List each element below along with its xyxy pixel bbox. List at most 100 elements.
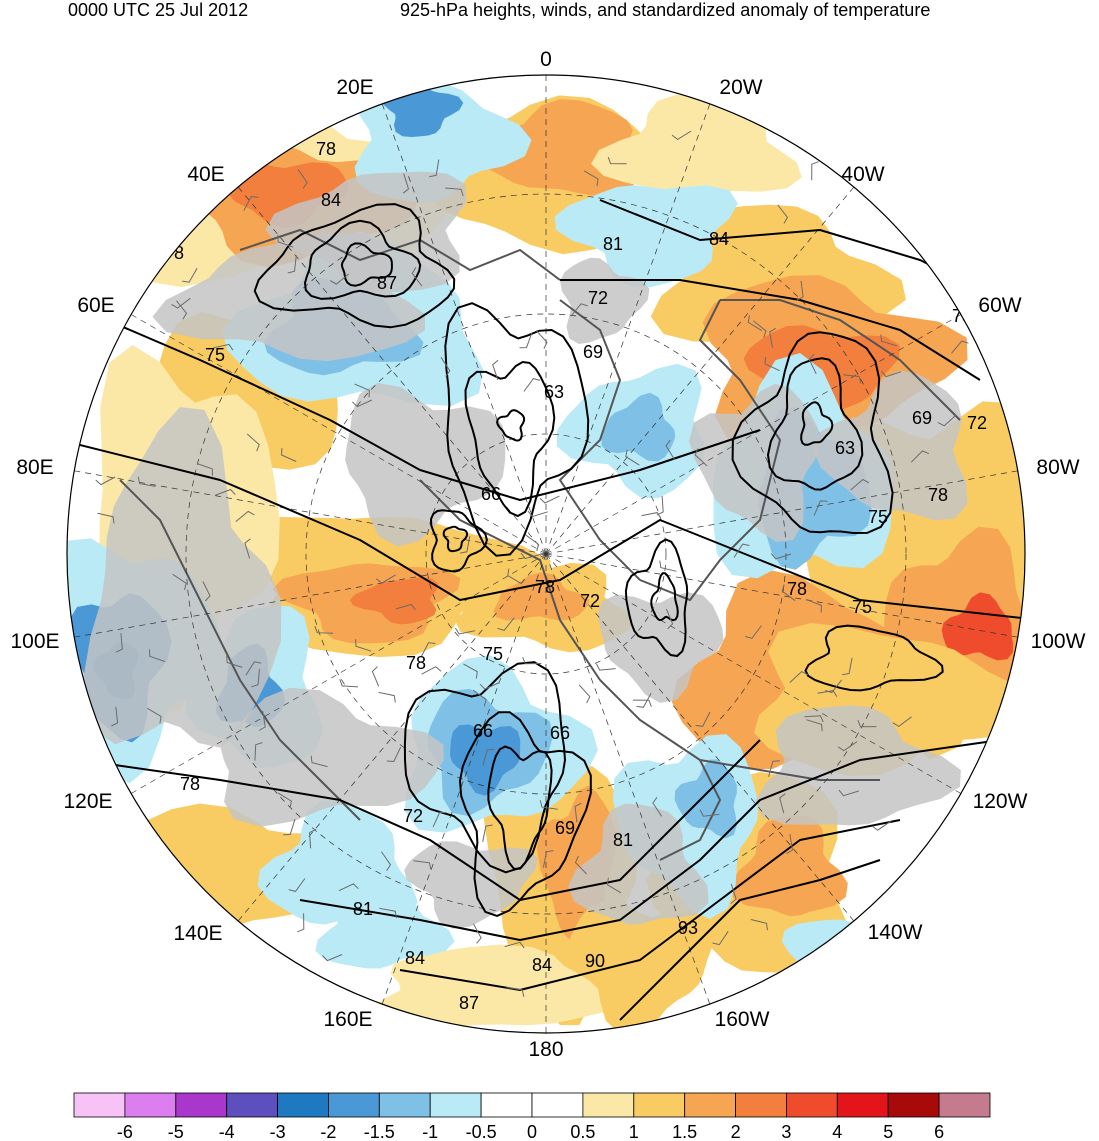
meridian-line — [74, 553, 547, 638]
wind-barb — [779, 793, 786, 814]
wind-barb — [747, 315, 763, 332]
wind-barb — [796, 280, 804, 301]
longitude-label: 180 — [528, 1038, 563, 1061]
coastline — [639, 299, 782, 602]
anomaly-patch — [224, 161, 349, 229]
wind-barb — [838, 789, 859, 797]
contour-label: 63 — [544, 382, 564, 402]
colorbar-tick-labels: -6 -5 -4 -3 -2 -1.5 -1 -0.5 0 0.5 1 1.5 2 3 4 5 6 — [117, 1122, 944, 1141]
wind-barb — [379, 907, 397, 919]
wind-barb — [641, 512, 662, 519]
wind-barb — [254, 742, 263, 761]
wind-barb — [578, 684, 591, 704]
wind-barb — [473, 923, 482, 944]
wind-barb — [850, 478, 870, 491]
wind-barb — [351, 399, 373, 408]
colorbar-swatch — [277, 1092, 329, 1118]
wind-barb — [251, 668, 260, 688]
colorbar-tick-label: 1 — [629, 1122, 639, 1141]
wind-barb — [322, 954, 343, 962]
wind-barb — [730, 883, 737, 904]
height-contour — [67, 299, 761, 501]
anomaly-patch — [315, 886, 455, 969]
wind-barb — [497, 617, 515, 631]
wind-barb — [837, 741, 858, 752]
contour-label: 93 — [678, 918, 698, 938]
wind-barb — [607, 156, 627, 165]
wind-barb — [808, 353, 817, 375]
wind-barb — [277, 234, 294, 248]
wind-barb — [625, 449, 640, 466]
wind-barb — [375, 574, 396, 584]
land-area — [568, 803, 709, 925]
wind-barb — [421, 666, 442, 675]
height-contour — [496, 409, 526, 442]
wind-barb — [460, 536, 471, 554]
wind-barb — [176, 300, 188, 320]
wind-barb — [504, 941, 525, 949]
contour-label: 69 — [583, 342, 603, 362]
meridian-line — [74, 470, 547, 555]
wind-barb — [519, 332, 533, 349]
wind-barb — [770, 553, 792, 560]
longitude-label: 100E — [10, 630, 59, 653]
wind-barb — [454, 627, 476, 635]
coastline — [599, 679, 880, 781]
meridian-line — [237, 553, 547, 922]
wind-barb — [525, 534, 540, 552]
wind-barb-layer — [95, 130, 969, 997]
contour-label: 75 — [205, 345, 225, 365]
wind-barb — [596, 663, 616, 671]
wind-barb — [806, 719, 823, 732]
wind-barb — [665, 608, 674, 630]
coastline — [720, 299, 961, 421]
longitude-label: 120W — [973, 790, 1028, 813]
wind-barb — [527, 510, 548, 518]
colorbar-swatch — [887, 1092, 940, 1118]
wind-barb — [202, 581, 211, 602]
wind-barb — [246, 433, 260, 452]
wind-barb — [753, 320, 767, 338]
wind-barb — [355, 639, 372, 652]
wind-barb — [606, 877, 622, 894]
colorbar-swatch — [378, 1092, 431, 1118]
wind-barb — [951, 340, 969, 354]
meridian-line — [130, 553, 547, 794]
wind-barb — [277, 792, 292, 809]
wind-barb — [395, 603, 416, 611]
wind-barb — [813, 500, 828, 516]
meridian-line — [381, 103, 547, 555]
wind-barb — [583, 170, 599, 186]
wind-barb — [215, 488, 236, 496]
wind-barb — [535, 330, 548, 349]
wind-barb — [523, 378, 541, 392]
wind-barb — [522, 657, 542, 665]
wind-barb — [288, 878, 306, 892]
wind-barb — [539, 495, 560, 504]
longitude-label: 120E — [63, 790, 112, 813]
wind-barb — [750, 919, 768, 931]
longitude-label-layer: 0 20W 40W 60W 80W 100W 120W 140W 160W 180 160E 140E… — [10, 48, 1085, 1061]
meridian-line — [545, 553, 855, 922]
wind-barb — [371, 666, 380, 687]
meridian-line — [545, 553, 962, 794]
wind-barb — [857, 720, 877, 728]
height-contour — [79, 739, 761, 901]
colorbar-swatch — [735, 1092, 787, 1118]
wind-barb — [781, 584, 796, 602]
wind-barb — [420, 642, 436, 658]
height-contour — [340, 242, 393, 287]
colorbar-swatch — [684, 1092, 737, 1118]
contour-label: 69 — [555, 818, 575, 838]
colorbar-swatch — [531, 1092, 584, 1118]
wind-barb — [786, 834, 794, 855]
colorbar-swatch — [429, 1092, 482, 1118]
anomaly-patch — [567, 900, 716, 1033]
colorbar-swatch — [480, 1092, 533, 1118]
contour-label: 66 — [481, 484, 501, 504]
colorbar-tick-label: 0 — [527, 1122, 537, 1141]
wind-barb — [570, 303, 588, 317]
wind-barb — [226, 655, 243, 668]
height-contour — [560, 279, 981, 381]
